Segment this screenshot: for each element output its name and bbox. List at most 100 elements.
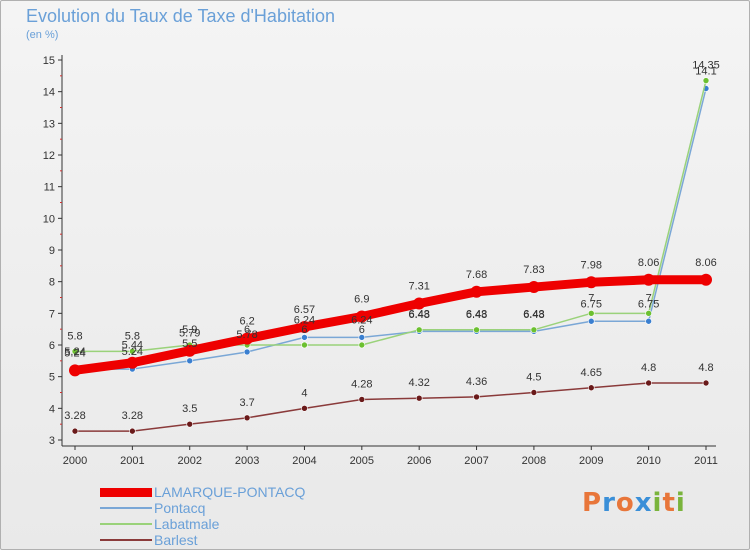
data-label: 4.36 (466, 376, 487, 388)
line-chart: 3 4 5 6 7 8 9 10 11 12 13 14 15 2000 2001 2002 2003 2004 2… (43, 55, 720, 467)
chart-legend: LAMARQUE-PONTACQ Pontacq Labatmale Barlest (100, 484, 420, 548)
y-tick-label: 8 (49, 277, 55, 289)
data-label: 7.31 (408, 281, 429, 293)
data-label: 3.7 (239, 397, 254, 409)
data-point (587, 317, 595, 325)
data-label: 6.43 (523, 308, 544, 320)
data-label: 4 (301, 387, 307, 399)
legend-item: LAMARQUE-PONTACQ (100, 484, 420, 500)
data-label: 3.5 (182, 403, 197, 415)
data-point (301, 341, 308, 349)
data-point (415, 326, 423, 334)
y-tick-label: 7 (49, 308, 55, 320)
data-point (358, 396, 366, 403)
y-tick-label: 4 (49, 403, 55, 415)
x-tick-label: 2009 (579, 455, 603, 467)
data-label: 6.24 (294, 314, 315, 326)
data-label: 14.1 (695, 66, 716, 78)
data-label: 4.28 (351, 378, 372, 390)
data-point (183, 344, 196, 357)
data-point (129, 427, 136, 435)
data-label: 4.5 (526, 372, 541, 384)
data-point (585, 276, 598, 289)
y-tick-label: 5 (49, 372, 55, 384)
data-label: 6.9 (354, 294, 369, 306)
legend-label: Pontacq (154, 500, 206, 516)
data-point (301, 405, 308, 412)
data-point (243, 414, 251, 422)
legend-swatch (100, 487, 152, 497)
data-point (298, 320, 311, 333)
x-tick-label: 2011 (694, 455, 718, 467)
data-label: 6 (359, 324, 365, 336)
data-point (645, 379, 652, 387)
x-tick-label: 2002 (177, 455, 201, 467)
data-label: 6.24 (351, 314, 372, 326)
data-label: 6 (301, 324, 307, 336)
data-point (69, 364, 81, 377)
x-tick-label: 2008 (522, 455, 546, 467)
series-line-barlest (74, 382, 707, 432)
legend-label: Labatmale (154, 516, 220, 532)
data-label: 5.44 (122, 340, 143, 352)
data-point (71, 427, 79, 435)
y-tick-label: 10 (43, 213, 55, 225)
x-tick-label: 2007 (464, 455, 488, 467)
data-label: 5.8 (125, 330, 140, 342)
legend-label: Barlest (154, 532, 198, 548)
series-line-labatmale (74, 79, 707, 353)
data-point (355, 310, 368, 323)
data-point (642, 273, 655, 286)
legend-label: LAMARQUE-PONTACQ (154, 484, 306, 500)
data-point (473, 393, 480, 401)
data-label: 5.78 (236, 329, 257, 341)
data-point (186, 420, 194, 428)
data-point (358, 341, 366, 349)
data-point (645, 310, 652, 317)
data-point (413, 297, 426, 310)
data-label: 6.48 (523, 309, 544, 321)
data-label: 3.28 (122, 410, 143, 422)
series-line-lamarque-pontacq (70, 275, 711, 375)
data-label: 5.79 (179, 328, 200, 340)
data-label: 5.24 (122, 346, 143, 358)
legend-swatch (100, 507, 152, 509)
y-tick-label: 11 (44, 182, 55, 194)
data-label: 4.32 (408, 377, 429, 389)
chart-subtitle: (en %) (26, 29, 59, 41)
data-point (358, 334, 366, 341)
data-label: 8.06 (695, 257, 716, 269)
data-point (700, 273, 712, 286)
legend-swatch (100, 539, 152, 541)
y-tick-label: 12 (43, 150, 55, 162)
series-line-pontacq (74, 87, 707, 370)
data-label: 5.9 (182, 324, 197, 336)
data-label: 7 (588, 292, 594, 304)
data-label: 5.24 (64, 347, 85, 359)
data-label: 6.75 (581, 298, 602, 310)
y-tick-label: 14 (43, 87, 55, 99)
data-label: 6.75 (638, 298, 659, 310)
y-tick-label: 3 (49, 435, 55, 447)
data-label: 6.43 (408, 308, 429, 320)
data-label: 6.2 (239, 316, 254, 328)
data-point (470, 285, 483, 298)
x-tick-label: 2006 (407, 455, 431, 467)
data-point (702, 379, 710, 387)
data-point (243, 348, 251, 356)
data-label: 4.65 (581, 367, 602, 379)
data-label: 5.24 (64, 346, 85, 358)
y-tick-label: 6 (49, 340, 55, 352)
data-label: 6.48 (408, 309, 429, 321)
data-label: 5.8 (67, 330, 82, 342)
x-tick-label: 2000 (63, 455, 87, 467)
legend-item: Labatmale (100, 516, 420, 532)
data-label: 5.5 (182, 338, 197, 350)
data-label: 7.98 (581, 259, 602, 271)
y-tick-label: 15 (43, 55, 55, 67)
data-point (415, 394, 423, 402)
data-point (530, 389, 538, 396)
data-label: 6.48 (466, 309, 487, 321)
x-tick-label: 2004 (292, 455, 316, 467)
data-point (71, 348, 79, 355)
